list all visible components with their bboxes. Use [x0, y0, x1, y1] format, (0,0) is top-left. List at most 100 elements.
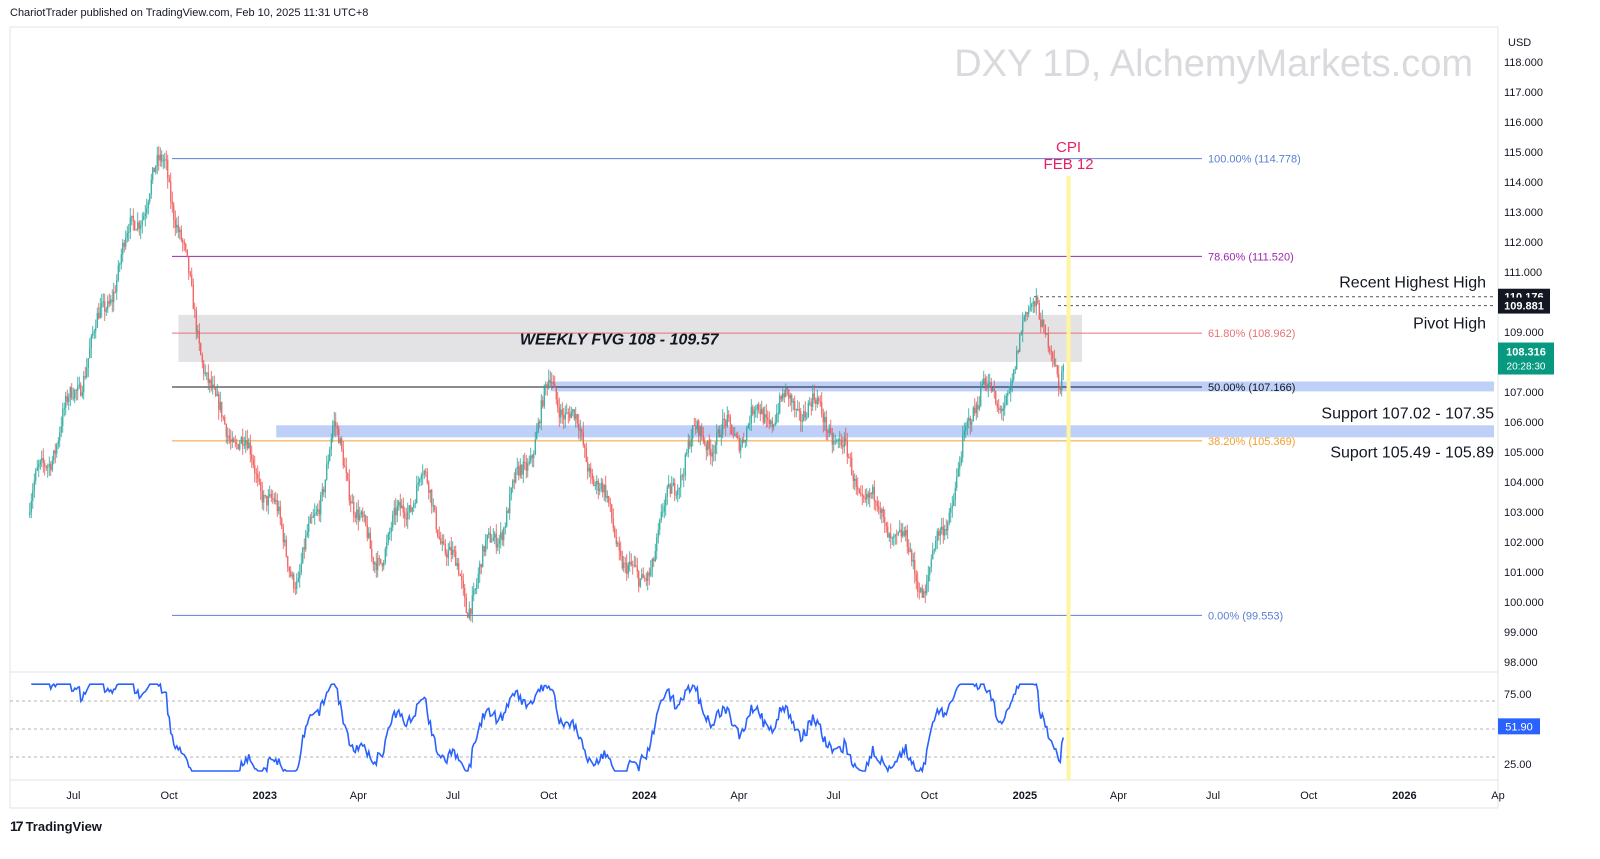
recent-high-label: Recent Highest High: [1339, 275, 1486, 292]
candle-body: [227, 435, 229, 437]
candle-body: [69, 387, 71, 398]
candle-body: [380, 558, 382, 564]
candle-body: [416, 484, 418, 504]
candle-body: [813, 393, 815, 400]
candle-body: [689, 441, 691, 447]
candle-body: [471, 595, 473, 615]
rsi-value-text: 51.90: [1505, 721, 1533, 733]
candle-body: [701, 426, 703, 436]
candle-body: [929, 567, 931, 576]
candle-body: [276, 499, 278, 512]
candle-body: [1022, 320, 1024, 332]
candle-body: [314, 513, 316, 516]
time-tick-label: Ap: [1491, 790, 1504, 802]
candle-body: [261, 490, 263, 503]
candle-body: [485, 540, 487, 552]
candle-body: [150, 179, 152, 194]
candle-body: [720, 434, 722, 437]
candle-body: [233, 438, 235, 443]
candle-body: [359, 514, 361, 521]
candle-body: [477, 574, 479, 584]
candle-body: [989, 382, 991, 384]
candle-body: [908, 546, 910, 552]
candle-body: [986, 385, 988, 388]
candle-body: [848, 456, 850, 458]
candle-body: [143, 216, 145, 220]
candle-body: [342, 449, 344, 466]
candle-body: [108, 301, 110, 304]
candle-body: [714, 444, 716, 453]
candle-body: [531, 455, 533, 459]
candle-body: [876, 501, 878, 507]
candle-body: [164, 159, 166, 161]
time-tick-label: 2023: [253, 790, 277, 802]
candle-body: [311, 517, 313, 519]
candle-body: [96, 312, 98, 328]
candle-body: [735, 434, 737, 437]
candle-body: [435, 510, 437, 530]
candle-body: [777, 412, 779, 414]
time-tick-label: Oct: [1300, 790, 1317, 802]
candle-body: [90, 335, 92, 348]
candle-body: [408, 505, 410, 512]
candle-body: [101, 303, 103, 308]
rsi-layer: [10, 682, 1498, 774]
candle-body: [534, 439, 536, 455]
candle-body: [453, 549, 455, 552]
candle-body: [80, 384, 82, 396]
candle-body: [152, 167, 154, 180]
time-tick-label: Jul: [446, 790, 460, 802]
candle-body: [674, 482, 676, 495]
candle-body: [78, 384, 80, 387]
candle-body: [38, 464, 40, 468]
candle-body: [540, 400, 542, 424]
candle-body: [336, 426, 338, 429]
candle-body: [582, 432, 584, 446]
candle-body: [332, 425, 334, 439]
candle-body: [270, 494, 272, 499]
candle-body: [144, 213, 146, 217]
candle-body: [1059, 386, 1061, 390]
candle-body: [672, 482, 674, 486]
price-tick-label: 98.000: [1504, 657, 1538, 669]
candle-body: [864, 497, 866, 500]
candle-body: [585, 447, 587, 462]
candle-body: [312, 515, 314, 518]
candle-body: [941, 526, 943, 531]
candle-body: [800, 411, 802, 422]
candle-body: [66, 395, 68, 402]
candle-body: [177, 224, 179, 233]
candle-body: [251, 454, 253, 460]
candle-body: [542, 400, 544, 407]
candle-body: [245, 440, 247, 445]
cpi-date-label: FEB 12: [1044, 156, 1094, 173]
candle-body: [387, 533, 389, 543]
candle-body: [1014, 368, 1016, 370]
candle-body: [452, 549, 454, 555]
candle-body: [1029, 306, 1031, 308]
candle-body: [567, 412, 569, 414]
candle-body: [956, 476, 958, 488]
candle-body: [413, 503, 415, 508]
pivot-high-label: Pivot High: [1413, 316, 1486, 333]
candle-body: [948, 512, 950, 523]
candle-body: [507, 510, 509, 513]
candle-body: [404, 512, 406, 518]
time-tick-label: Jul: [1206, 790, 1220, 802]
candle-body: [617, 543, 619, 545]
candle-body: [543, 385, 545, 407]
candle-body: [852, 474, 854, 481]
candle-body: [248, 442, 250, 449]
candle-body: [122, 242, 124, 255]
candle-body: [1038, 303, 1040, 320]
candle-body: [854, 478, 856, 481]
candle-body: [944, 529, 946, 536]
cpi-event-line: [1066, 176, 1071, 780]
candle-body: [51, 460, 53, 471]
candle-body: [977, 404, 979, 410]
candle-body: [153, 167, 155, 173]
candle-body: [963, 430, 965, 436]
candle-body: [239, 443, 241, 450]
candle-body: [926, 581, 928, 594]
